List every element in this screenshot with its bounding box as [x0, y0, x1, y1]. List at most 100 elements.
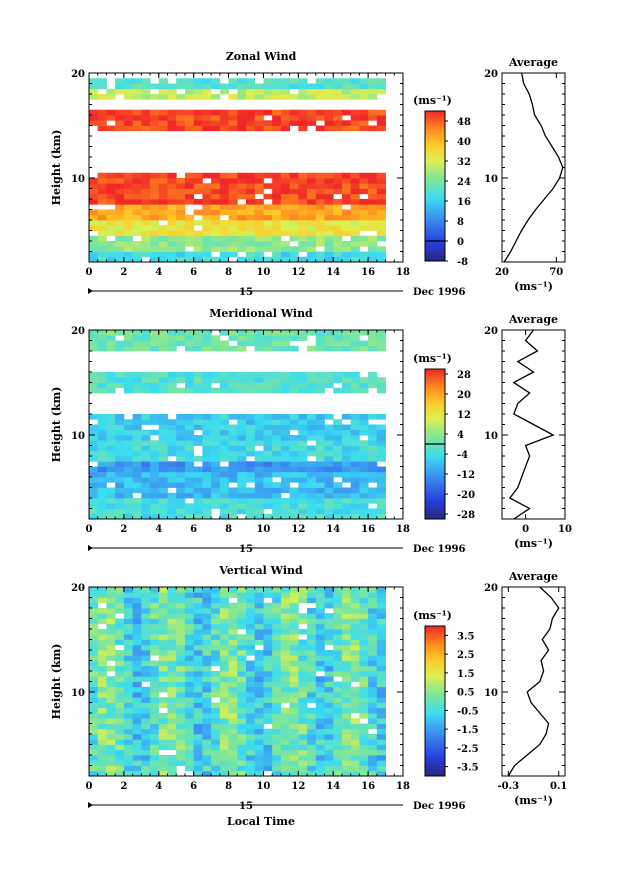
vertical-cell [219, 760, 229, 766]
vertical-cell [359, 665, 369, 672]
vertical-cell [132, 697, 142, 703]
zonal-cell [315, 251, 325, 258]
zonal-cell [184, 78, 195, 84]
vertical-cell [89, 770, 99, 777]
meridional-cell [333, 435, 343, 441]
zonal-cell [167, 183, 177, 189]
vertical-cell [228, 692, 238, 698]
zonal-cell [237, 204, 247, 210]
vertical-cell [158, 676, 168, 682]
meridional-cell [368, 461, 378, 467]
zonal-cell [150, 214, 160, 221]
vertical-colorbar-step [425, 743, 445, 747]
zonal-cell [333, 94, 343, 100]
vertical-cell [176, 755, 186, 761]
vertical-cell [272, 660, 282, 667]
meridional-cell [211, 466, 221, 473]
zonal-colorbar-step [425, 171, 445, 174]
zonal-cell [368, 220, 378, 226]
meridional-cell [228, 372, 238, 378]
meridional-cell [315, 445, 325, 452]
vertical-cell [176, 629, 186, 635]
vertical-xtick-label: 4 [155, 781, 162, 792]
meridional-cell [350, 487, 360, 494]
zonal-cell [359, 183, 369, 189]
zonal-cell [298, 241, 308, 247]
meridional-cell [184, 513, 195, 520]
vertical-cell [324, 618, 334, 625]
meridional-cell [341, 335, 352, 341]
zonal-cell [211, 78, 221, 84]
vertical-cell [219, 644, 229, 651]
zonal-cell [228, 120, 238, 126]
vertical-cell [193, 618, 203, 625]
vertical-xtick-label: 8 [225, 781, 232, 792]
meridional-cell [307, 508, 317, 515]
meridional-cell [237, 450, 247, 457]
vertical-cell [115, 597, 125, 604]
vertical-cell [289, 671, 299, 677]
vertical-cell [333, 634, 343, 640]
meridional-cell [184, 429, 195, 436]
zonal-cell [89, 109, 99, 116]
vertical-cell [167, 660, 177, 667]
vertical-cell [211, 770, 221, 777]
zonal-cell [307, 209, 317, 216]
vertical-cell [237, 686, 247, 693]
meridional-cell [254, 456, 264, 462]
zonal-cell [333, 241, 343, 247]
vertical-cell [237, 702, 247, 709]
vertical-cell [315, 623, 325, 630]
zonal-cell [89, 193, 99, 200]
meridional-cell [132, 508, 142, 515]
zonal-cell [176, 193, 186, 200]
zonal-cell [333, 225, 343, 231]
vertical-cell [280, 587, 291, 593]
meridional-cell [315, 508, 325, 515]
vertical-cell [324, 671, 334, 677]
vertical-colorbar-step [425, 721, 445, 724]
vertical-cell [246, 602, 256, 609]
vertical-cell [132, 739, 142, 745]
meridional-cell [237, 482, 247, 488]
vertical-cell [333, 587, 343, 593]
vertical-cell [263, 618, 273, 625]
vertical-cell [211, 618, 221, 625]
vertical-cell [211, 686, 221, 693]
vertical-cell [219, 713, 229, 719]
meridional-cell [307, 424, 317, 431]
vertical-cell [272, 702, 282, 709]
meridional-cell [202, 492, 212, 499]
meridional-cell [263, 419, 273, 425]
zonal-cell [184, 235, 195, 242]
vertical-cell [237, 676, 247, 682]
meridional-cell [123, 461, 134, 467]
vertical-cell [176, 749, 186, 756]
vertical-colorbar-step [425, 648, 445, 652]
meridional-cell [219, 487, 229, 494]
zonal-cell [237, 115, 247, 121]
vertical-cell [376, 744, 386, 751]
meridional-cell [333, 492, 343, 499]
meridional-cell [350, 382, 360, 389]
zonal-cell [376, 230, 386, 237]
vertical-cell [106, 665, 116, 672]
meridional-cell [254, 345, 264, 352]
meridional-cell [359, 340, 369, 347]
vertical-cell [307, 650, 317, 656]
vertical-cell [141, 676, 151, 682]
meridional-cell [341, 503, 352, 509]
vertical-cell [211, 587, 221, 593]
zonal-cell [176, 78, 186, 84]
zonal-cell [219, 183, 229, 189]
meridional-cell [89, 387, 99, 394]
zonal-cell [141, 230, 151, 237]
meridional-cell [150, 456, 160, 462]
zonal-cell [89, 220, 99, 226]
meridional-cell [97, 466, 107, 473]
meridional-cell [193, 372, 203, 378]
vertical-cell [228, 734, 238, 740]
zonal-cell [341, 94, 352, 100]
zonal-cell [246, 199, 256, 205]
